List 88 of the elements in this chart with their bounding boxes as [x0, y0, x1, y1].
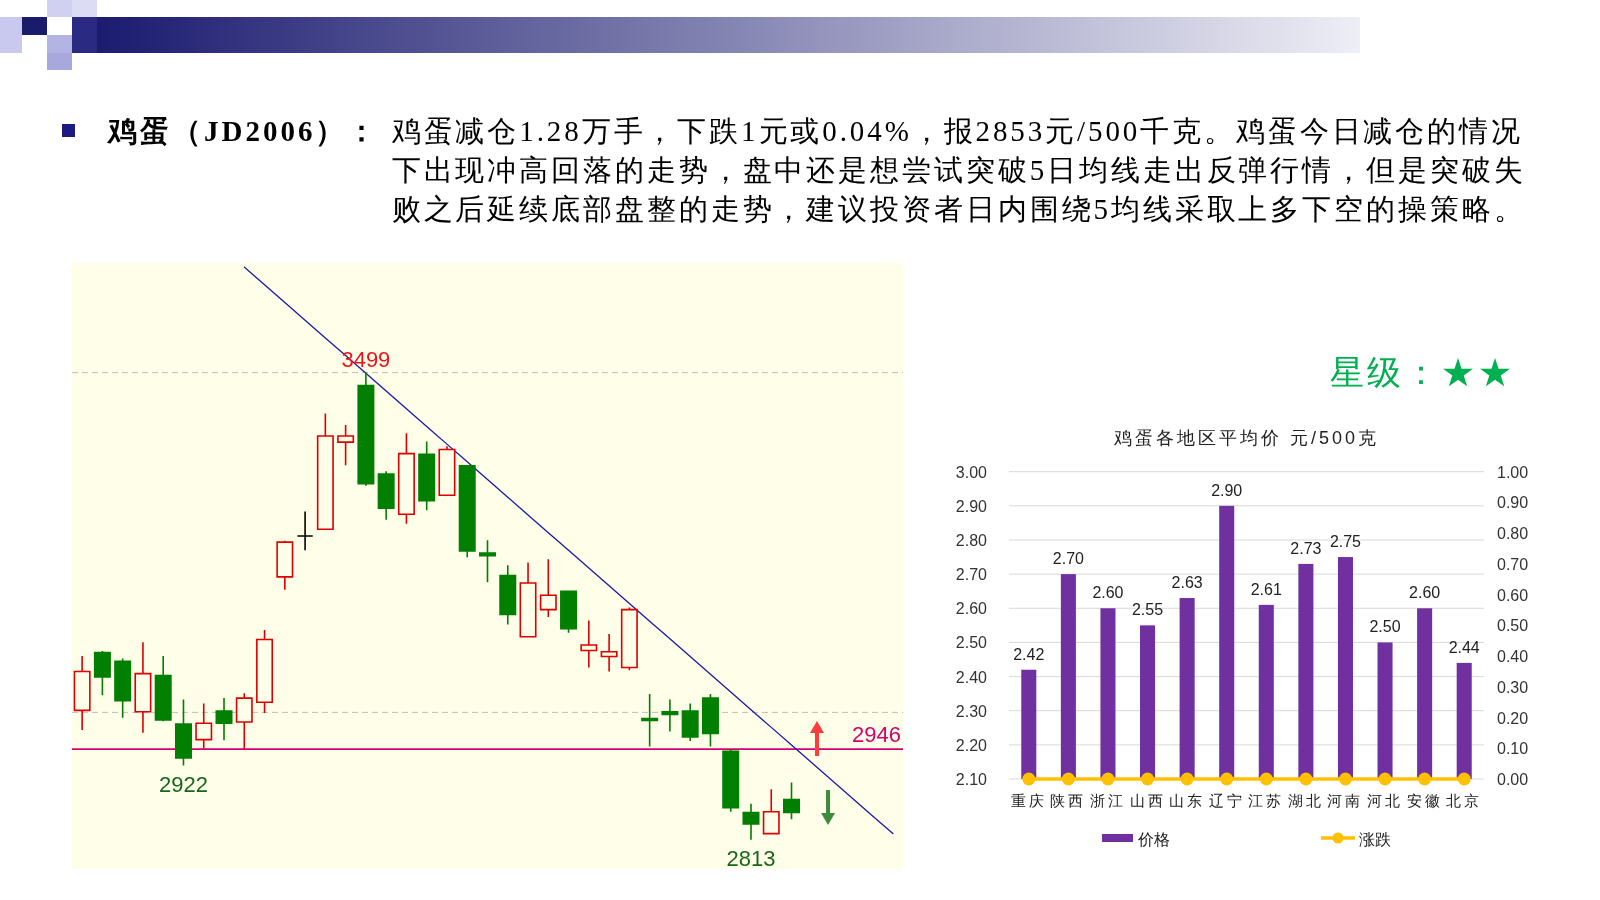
y-tick-label: 2.80 [955, 531, 988, 549]
y2-tick-label: 0.20 [1497, 709, 1529, 727]
data-label: 2.63 [1171, 574, 1203, 592]
chart-subtitle: 鸡蛋减仓1.28万手，下跌1元或0.04%，报2853元/500千克。鸡蛋今日减仓的情况下出现冲高回落的走势，盘中还是想尝试突破5日均线走出反弹行情，但是突破失败之后延续底部盘整的走势，建议投资者日内围绕5均线采取上多下空的操策略。 [391, 113, 1527, 227]
candlestick [620, 606, 638, 671]
y2-tick-label: 0.90 [1497, 494, 1529, 512]
candlestick [114, 657, 132, 719]
y2-tick-label: 0.50 [1497, 617, 1529, 635]
x-tick-label: 河北 [1367, 792, 1404, 809]
x-tick-label: 山西 [1129, 792, 1166, 809]
candlestick [418, 440, 436, 511]
y2-tick-label: 0.70 [1497, 555, 1529, 573]
data-label: 2.90 [1211, 481, 1243, 499]
candlestick [783, 781, 801, 821]
chart-title: 鸡蛋各地区平均价 元/500克 [1112, 428, 1380, 448]
data-label: 2.55 [1131, 601, 1164, 619]
annotation: 2922 [159, 771, 208, 797]
candlestick [458, 464, 476, 558]
x-tick-label: 湖北 [1287, 792, 1324, 809]
candlestick [499, 564, 517, 626]
candlestick [93, 650, 111, 697]
candlestick [600, 633, 618, 673]
x-tick-label: 山东 [1169, 792, 1206, 809]
data-label: 2.61 [1250, 580, 1282, 598]
y2-tick-label: 0.30 [1497, 678, 1529, 696]
annotation: 2813 [726, 845, 776, 871]
candlestick [438, 445, 456, 496]
data-label: 2.44 [1448, 638, 1480, 656]
candlestick [134, 641, 152, 734]
candlestick [681, 702, 699, 742]
y-tick-label: 2.50 [955, 634, 988, 652]
candlestick [762, 788, 780, 835]
y-tick-label: 2.10 [955, 771, 988, 788]
y2-tick-label: 0.10 [1497, 740, 1529, 758]
candlestick [519, 561, 537, 638]
candlestick [337, 424, 355, 467]
x-tick-label: 陕西 [1050, 792, 1087, 809]
y2-tick-label: 0.40 [1497, 648, 1529, 666]
candlestick [397, 432, 415, 525]
data-label: 2.70 [1052, 550, 1085, 568]
candlestick [580, 619, 598, 669]
candlestick [235, 692, 253, 750]
y-tick-label: 2.40 [955, 668, 988, 686]
candlestick [256, 629, 274, 714]
x-tick-label: 北京 [1446, 792, 1483, 809]
candlestick [195, 702, 213, 750]
candlestick [479, 539, 496, 584]
candlestick [174, 698, 192, 767]
candlestick [357, 371, 375, 487]
candlestick [701, 693, 719, 748]
legend-label: 涨跌 [1359, 831, 1391, 848]
y-tick-label: 3.00 [955, 463, 988, 481]
y2-tick-label: 0.80 [1497, 525, 1529, 543]
candlestick [377, 470, 395, 521]
data-label: 2.60 [1409, 584, 1441, 602]
chart-title: 鸡蛋（JD2006）： [108, 114, 380, 149]
y-tick-label: 2.20 [955, 736, 988, 754]
candlestick [722, 749, 740, 813]
candlestick [560, 590, 578, 634]
y2-tick-label: 1.00 [1497, 463, 1529, 481]
x-tick-label: 江苏 [1248, 792, 1285, 809]
x-tick-label: 河南 [1327, 792, 1364, 809]
legend-label: 价格 [1137, 831, 1170, 848]
y-tick-label: 2.70 [955, 566, 988, 584]
candlestick [539, 558, 557, 618]
candlestick [641, 693, 659, 748]
data-label: 2.50 [1369, 618, 1401, 636]
candlestick [154, 655, 172, 723]
x-tick-label: 辽宁 [1208, 792, 1245, 809]
y-tick-label: 2.90 [955, 497, 988, 515]
data-label: 2.42 [1013, 645, 1045, 663]
candlestick [661, 698, 679, 733]
y2-tick-label: 0.00 [1497, 771, 1529, 788]
candlestick [742, 802, 760, 841]
x-tick-label: 浙江 [1089, 792, 1126, 809]
data-label: 2.73 [1290, 539, 1322, 557]
data-label: 2.75 [1329, 533, 1362, 551]
x-tick-label: 重庆 [1010, 792, 1047, 809]
candlestick [215, 697, 233, 742]
text: 星级：★★ [1330, 353, 1515, 391]
candlestick [316, 412, 334, 531]
y2-tick-label: 0.60 [1497, 586, 1529, 604]
candlestick [276, 540, 294, 591]
ref-line-label: 2946 [852, 722, 901, 748]
x-tick-label: 安徽 [1406, 792, 1443, 809]
data-label: 2.60 [1092, 584, 1124, 602]
y-tick-label: 2.30 [955, 702, 988, 720]
y-tick-label: 2.60 [955, 600, 988, 618]
